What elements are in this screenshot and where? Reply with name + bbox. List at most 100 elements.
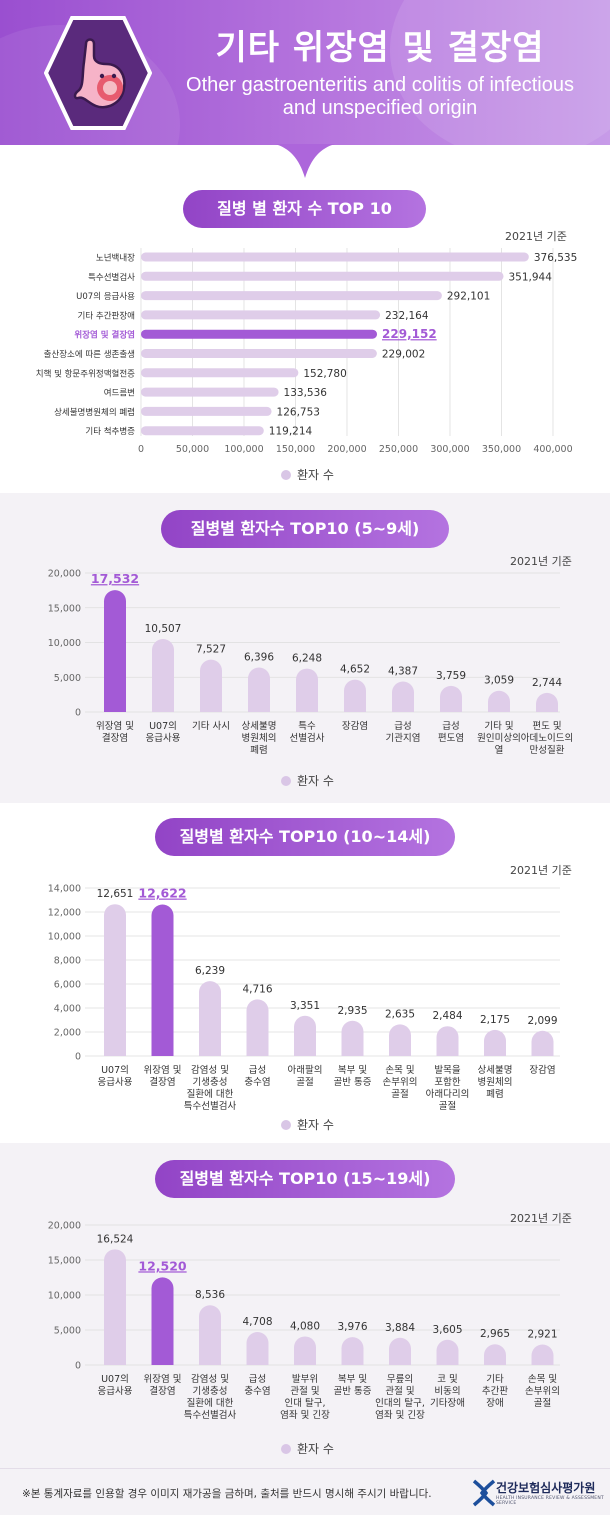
- category-label: 손부위의: [383, 1076, 418, 1088]
- value-label: 3,059: [484, 675, 514, 687]
- category-label: 선별검사: [290, 732, 325, 744]
- y-tick-label: 15,000: [48, 603, 81, 614]
- bar: [152, 638, 174, 712]
- value-label: 376,535: [534, 252, 577, 264]
- bar: [484, 1029, 506, 1056]
- organization-logo-icon: [472, 1479, 496, 1507]
- category-label: 급성: [249, 1374, 266, 1385]
- category-label: 골절: [439, 1100, 456, 1112]
- value-label: 232,164: [385, 310, 429, 322]
- value-label: 152,780: [303, 368, 346, 380]
- category-label: U07의 응급사용: [76, 291, 135, 302]
- category-label: 인대 탈구,: [285, 1397, 326, 1409]
- value-label: 2,744: [532, 677, 562, 689]
- value-label: 4,716: [242, 983, 272, 995]
- category-label: 아래다리의: [426, 1089, 470, 1100]
- chart2-title: 질병별 환자수 TOP10 (5~9세): [161, 510, 449, 548]
- bar: [440, 685, 462, 712]
- y-tick-label: 0: [75, 708, 81, 719]
- chart1-horizontal-bar-chart: 0 50,000 100,000 150,000 200,000 250,000 300,0…: [36, 248, 577, 455]
- category-label: 기생충성: [193, 1386, 228, 1397]
- legend-swatch: [281, 1444, 291, 1454]
- page-title: 기타 위장염 및 결장염: [215, 28, 545, 68]
- legend-label: 환자 수: [297, 1118, 334, 1132]
- category-label: 기생충성: [193, 1077, 228, 1088]
- bar: [104, 904, 126, 1056]
- legend-label: 환자 수: [297, 1442, 334, 1456]
- x-tick-label: 200,000: [327, 444, 366, 455]
- bar: [248, 667, 270, 712]
- y-tick-label: 14,000: [48, 884, 81, 895]
- legend-label: 환자 수: [297, 774, 334, 788]
- category-label: 골절: [534, 1397, 551, 1409]
- x-tick-label: 350,000: [482, 444, 521, 455]
- x-tick-label: 0: [138, 444, 144, 455]
- value-label: 229,152: [382, 327, 437, 341]
- y-tick-label: 8,000: [54, 956, 81, 967]
- value-label: 2,635: [385, 1008, 415, 1020]
- category-label: 무릎의: [387, 1374, 413, 1385]
- category-label: 특수선별검사: [184, 1100, 237, 1112]
- bar: [341, 1020, 364, 1056]
- x-tick-label: 250,000: [379, 444, 418, 455]
- category-label: U07의: [101, 1374, 129, 1385]
- value-label: 351,944: [509, 271, 553, 283]
- value-label: 6,396: [244, 652, 274, 664]
- value-label: 4,652: [340, 664, 370, 676]
- chart1-legend: 환자 수: [281, 466, 334, 483]
- category-label: 기타장애: [430, 1398, 465, 1409]
- category-label: 노년백내장: [96, 253, 135, 264]
- subtitle-line: Other gastroenteritis and colitis of inf…: [186, 74, 574, 96]
- bar: [484, 1344, 506, 1365]
- category-label: 기타: [486, 1374, 504, 1385]
- value-label: 3,976: [337, 1321, 367, 1333]
- bar: [389, 1024, 411, 1056]
- chart3-bar-chart: 0 2,000 4,000 6,000 8,000 10,000 12,000 14,000 1…: [48, 884, 560, 1112]
- value-label: 6,248: [292, 653, 322, 665]
- value-label: 2,921: [527, 1329, 557, 1341]
- bar: [151, 904, 174, 1056]
- y-tick-label: 10,000: [48, 932, 81, 943]
- category-label: 만성질환: [530, 744, 565, 756]
- chart2-year-note: 2021년 기준: [510, 555, 572, 568]
- bar: [141, 329, 378, 339]
- bar: [536, 692, 558, 712]
- category-label: 병원체의: [478, 1077, 513, 1088]
- category-label: 장애: [486, 1398, 503, 1409]
- bar: [436, 1339, 459, 1365]
- bar: [104, 1249, 126, 1365]
- category-label: 기타 추간판장애: [78, 310, 135, 321]
- bar: [199, 981, 221, 1056]
- y-tick-label: 0: [75, 1052, 81, 1063]
- category-label: 염좌 및 긴장: [375, 1409, 425, 1421]
- category-label: U07의: [149, 721, 177, 732]
- category-label: 특수선별검사: [184, 1409, 237, 1421]
- bar: [531, 1344, 554, 1365]
- value-label: 2,099: [527, 1015, 557, 1027]
- category-label: 상세불명: [242, 721, 277, 732]
- category-label: 병원체의: [242, 733, 277, 744]
- y-tick-label: 4,000: [54, 1004, 81, 1015]
- value-label: 3,759: [436, 670, 466, 682]
- category-label: 추간판: [482, 1386, 508, 1397]
- bar: [151, 1277, 174, 1365]
- category-label: 상세불명병원체의 폐렴: [54, 407, 135, 418]
- category-label: 아데노이드의: [521, 733, 573, 744]
- value-label: 7,527: [196, 644, 226, 656]
- value-label: 12,651: [97, 888, 134, 900]
- y-tick-label: 20,000: [48, 1221, 81, 1232]
- category-label: 위장염 및: [96, 720, 134, 732]
- value-label: 4,708: [242, 1316, 272, 1328]
- category-label: 관절 및: [385, 1385, 414, 1397]
- value-label: 16,524: [97, 1233, 134, 1245]
- header-banner: 기타 위장염 및 결장염 Other gastroenteritis and c…: [0, 0, 610, 145]
- bar: [199, 1305, 221, 1365]
- bar: [104, 590, 126, 712]
- category-label: 결장염: [149, 1386, 175, 1397]
- category-label: 손목 및: [385, 1064, 414, 1076]
- category-label: 특수: [298, 721, 316, 732]
- category-label: 관절 및: [290, 1385, 319, 1397]
- bar: [141, 426, 264, 436]
- x-tick-label: 100,000: [224, 444, 263, 455]
